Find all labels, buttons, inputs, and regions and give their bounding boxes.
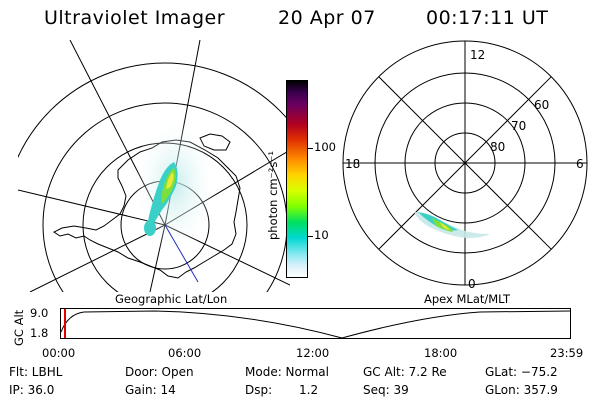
dsp-value: 1.2 — [299, 383, 319, 397]
timeline-xtick: 23:59 — [550, 346, 584, 360]
satellite-track — [164, 224, 199, 283]
antarctica-coastline — [53, 139, 241, 279]
ip-status: IP: 36.0 — [9, 383, 55, 397]
timeline-ytick-9: 9.0 — [30, 306, 49, 320]
app-title: Ultraviolet Imager — [44, 7, 226, 29]
mlt-6-label: 6 — [576, 157, 584, 171]
seq-status: Seq: 39 — [363, 383, 409, 397]
colorbar-unit-label: photon cm⁻²s⁻¹ — [266, 151, 280, 240]
header-time: 00:17:11 UT — [426, 7, 549, 29]
altitude-curve — [60, 310, 571, 339]
colorbar — [286, 80, 308, 278]
mode-status: Mode: Normal — [245, 365, 329, 379]
colorbar-tick-label-10: 10 — [314, 228, 329, 242]
colorbar-tick — [308, 148, 313, 149]
timeline-ylabel: GC Alt — [12, 309, 26, 346]
colorbar-tick-label-100: 100 — [314, 140, 336, 154]
gain-status: Gain: 14 — [125, 383, 176, 397]
glon-status: GLon: 357.9 — [485, 383, 558, 397]
mlt-meridian — [378, 76, 552, 250]
aurora-oval — [414, 212, 490, 238]
mlat-80-label: 80 — [490, 140, 505, 154]
glat-status: GLat: −75.2 — [485, 365, 558, 379]
colorbar-tick — [308, 236, 313, 237]
timeline-xtick: 00:00 — [42, 346, 76, 360]
timeline-frame — [60, 308, 571, 339]
timeline-xtick: 06:00 — [168, 346, 202, 360]
meridian-line — [29, 224, 166, 292]
orbit-altitude-timeline — [60, 308, 571, 339]
timeline-xtick: 18:00 — [424, 346, 458, 360]
dsp-label: Dsp: — [245, 383, 273, 397]
mlt-18-label: 18 — [345, 157, 360, 171]
door-status: Door: Open — [125, 365, 194, 379]
gc-alt-status: GC Alt: 7.2 Re — [363, 365, 447, 379]
mlat-mlt-panel: 12 18 6 0 60 70 80 — [342, 40, 588, 291]
apex-caption: Apex MLat/MLT — [424, 292, 511, 306]
geographic-map-panel — [18, 40, 290, 292]
mlt-12-label: 12 — [470, 48, 485, 62]
timeline-xtick: 12:00 — [296, 346, 330, 360]
filter-status: Flt: LBHL — [9, 365, 63, 379]
mlt-0-label: 0 — [468, 277, 476, 291]
timeline-ytick-1: 1.8 — [30, 326, 49, 340]
mlat-60-label: 60 — [534, 98, 549, 112]
mlat-70-label: 70 — [511, 119, 526, 133]
lat-circle-outermost — [18, 62, 290, 292]
header-date: 20 Apr 07 — [278, 7, 376, 29]
aurora-emission — [133, 115, 217, 255]
geographic-caption: Geographic Lat/Lon — [115, 292, 228, 306]
